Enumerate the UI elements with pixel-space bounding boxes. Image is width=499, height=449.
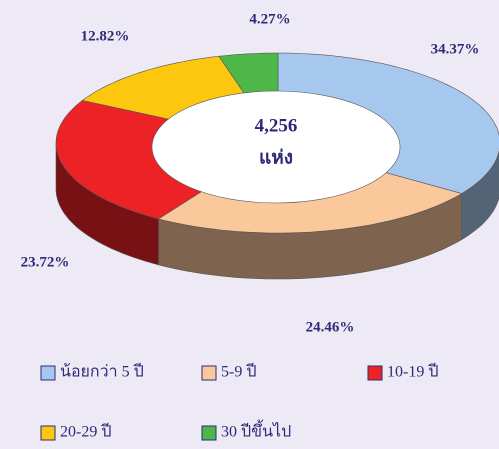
legend-swatch <box>40 365 56 381</box>
data-label: 23.72% <box>21 254 70 270</box>
legend-swatch <box>201 425 217 441</box>
legend-label: 20-29 ปี <box>60 423 111 441</box>
data-label: 12.82% <box>81 28 130 44</box>
legend-label: 5-9 ปี <box>221 363 256 381</box>
legend-label: น้อยกว่า 5 ปี <box>60 363 144 381</box>
center-text: แห่ง <box>259 147 293 168</box>
center-text: 4,256 <box>255 115 298 136</box>
data-label: 34.37% <box>431 41 480 57</box>
data-label: 4.27% <box>249 11 290 27</box>
legend-label: 10-19 ปี <box>387 363 438 381</box>
legend-swatch <box>367 365 383 381</box>
legend-swatch <box>201 365 217 381</box>
data-label: 24.46% <box>306 319 355 335</box>
donut-hole <box>151 90 401 204</box>
legend-label: 30 ปีขึ้นไป <box>221 420 291 441</box>
legend-swatch <box>40 425 56 441</box>
